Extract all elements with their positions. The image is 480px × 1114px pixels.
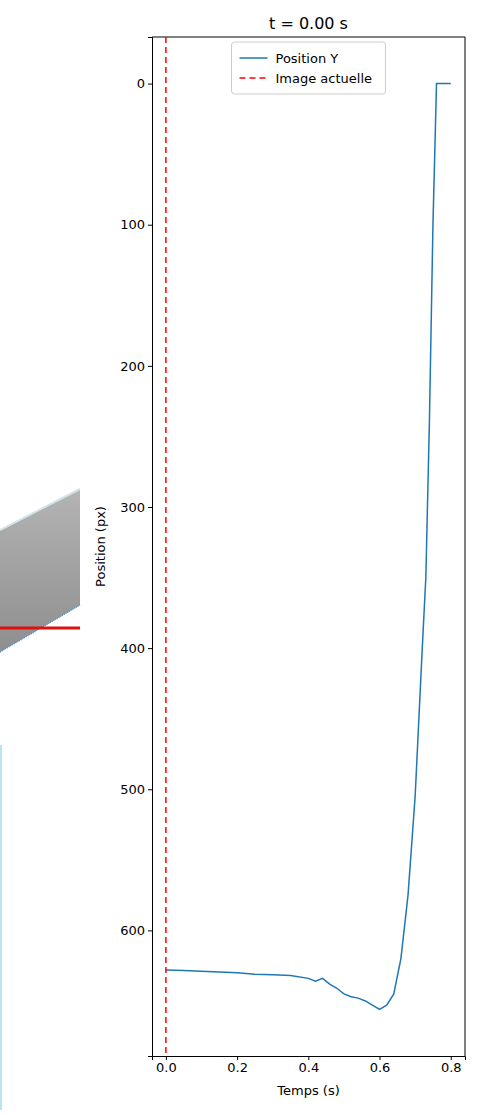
x-axis: 0.0 0.2 0.4 0.6 0.8 [153, 1056, 466, 1075]
y-tick-label: 0 [137, 76, 145, 91]
series-line [166, 84, 451, 1010]
x-axis-title: Temps (s) [276, 1083, 339, 1098]
plot-area [166, 37, 451, 1056]
y-tick-label: 400 [120, 641, 145, 656]
y-tick: 500 [120, 782, 152, 797]
x-tick-label: 0.6 [370, 1060, 391, 1075]
legend-swatch [240, 77, 268, 79]
plate [0, 489, 80, 652]
y-tick-label: 600 [120, 923, 145, 938]
y-tick: 600 [120, 923, 152, 938]
y-axis-line [148, 38, 153, 1057]
y-tick-mark [148, 930, 152, 931]
y-tick-mark [148, 789, 152, 790]
photo-fragment [0, 489, 80, 1110]
x-tick-label: 0.0 [156, 1060, 177, 1075]
x-tick: 0.4 [298, 1056, 319, 1075]
y-tick: 400 [120, 641, 152, 656]
y-tick-label: 100 [120, 217, 145, 232]
legend-label: Image actuelle [276, 71, 373, 86]
y-tick: 200 [120, 359, 152, 374]
y-axis: 0 100 200 300 400 500 600 [120, 38, 152, 1057]
legend-box [232, 42, 386, 94]
x-tick: 0.0 [156, 1056, 177, 1075]
y-tick: 0 [137, 76, 152, 91]
legend-label: Position Y [276, 51, 339, 66]
x-tick-label: 0.8 [441, 1060, 462, 1075]
y-tick-label: 300 [120, 500, 145, 515]
series-line [165, 37, 167, 1056]
plate-edge [0, 489, 80, 530]
plate-edge [0, 605, 80, 652]
x-tick: 0.8 [441, 1056, 462, 1075]
y-axis-title: Position (px) [93, 506, 108, 587]
x-tick: 0.6 [370, 1056, 391, 1075]
y-tick-mark [148, 84, 152, 85]
legend-swatch [240, 57, 268, 59]
y-tick: 300 [120, 500, 152, 515]
y-tick-label: 200 [120, 359, 145, 374]
y-tick-mark [148, 507, 152, 508]
frame [465, 37, 466, 1056]
figure: t = 0.00 s 0.0 0.2 0.4 0.6 0.8 0 100 200 300 400 50… [0, 0, 480, 1114]
frame [152, 37, 465, 38]
y-tick-mark [148, 366, 152, 367]
y-tick-mark [148, 648, 152, 649]
edge [0, 745, 2, 1110]
x-tick-label: 0.4 [298, 1060, 319, 1075]
y-tick-mark [148, 225, 152, 226]
y-tick: 100 [120, 217, 152, 232]
x-tick-label: 0.2 [227, 1060, 248, 1075]
x-tick: 0.2 [227, 1056, 248, 1075]
y-tick-label: 500 [120, 782, 145, 797]
legend: Position Y Image actuelle [232, 42, 386, 94]
tracking-line [0, 627, 80, 630]
title: t = 0.00 s [269, 14, 348, 33]
